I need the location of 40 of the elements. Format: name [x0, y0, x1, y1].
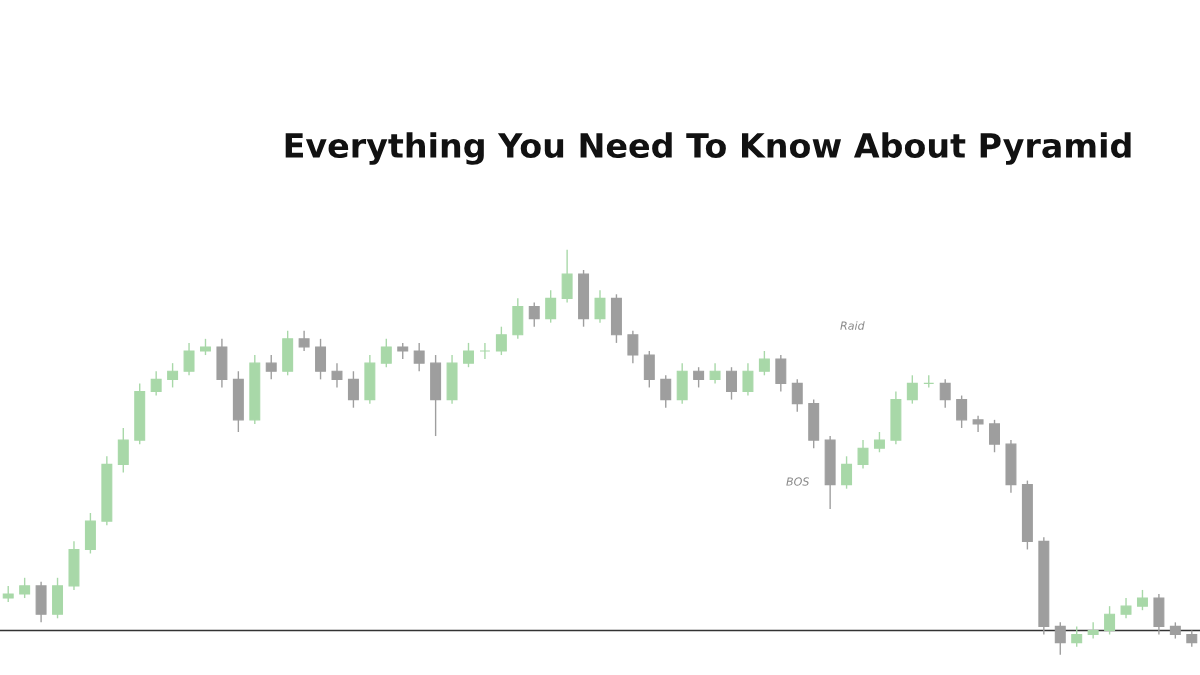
candlestick — [331, 362, 343, 389]
candlestick — [726, 366, 737, 401]
candlestick — [873, 431, 885, 453]
candlestick — [989, 419, 1001, 453]
candlestick — [298, 330, 310, 352]
candlestick — [19, 577, 31, 599]
candlestick — [545, 289, 557, 324]
candlestick — [1136, 589, 1148, 611]
candlestick — [841, 455, 853, 490]
candlestick — [380, 338, 392, 368]
candlestick — [1054, 621, 1066, 656]
candlestick — [1120, 597, 1132, 619]
chart-title: Everything You Need To Know About Pyramid — [285, 132, 1131, 165]
annotation: Raid — [840, 321, 865, 330]
candlestick — [857, 439, 869, 470]
candlestick — [265, 354, 277, 381]
candlestick — [742, 362, 754, 397]
candlestick — [1071, 625, 1083, 648]
candlestick — [528, 301, 540, 328]
candlestick — [956, 394, 968, 429]
candlestick — [479, 342, 491, 360]
candlestick — [1087, 621, 1099, 640]
candlestick — [791, 378, 803, 413]
candlestick — [463, 342, 474, 368]
candlestick — [1104, 605, 1116, 636]
candlestick — [594, 289, 606, 324]
candlestick — [183, 342, 195, 376]
candlestick — [660, 374, 672, 409]
annotation: BOS — [786, 477, 810, 486]
candlestick — [939, 378, 951, 409]
candlestick — [693, 366, 705, 389]
candlestick — [413, 342, 425, 372]
candlestick — [627, 330, 639, 364]
candlestick — [709, 362, 721, 385]
candlestick — [758, 350, 770, 376]
candlestick — [906, 374, 918, 405]
candlestick — [347, 370, 359, 409]
candlestick — [495, 326, 507, 356]
candlestick — [150, 370, 162, 397]
candlestick — [167, 362, 179, 389]
